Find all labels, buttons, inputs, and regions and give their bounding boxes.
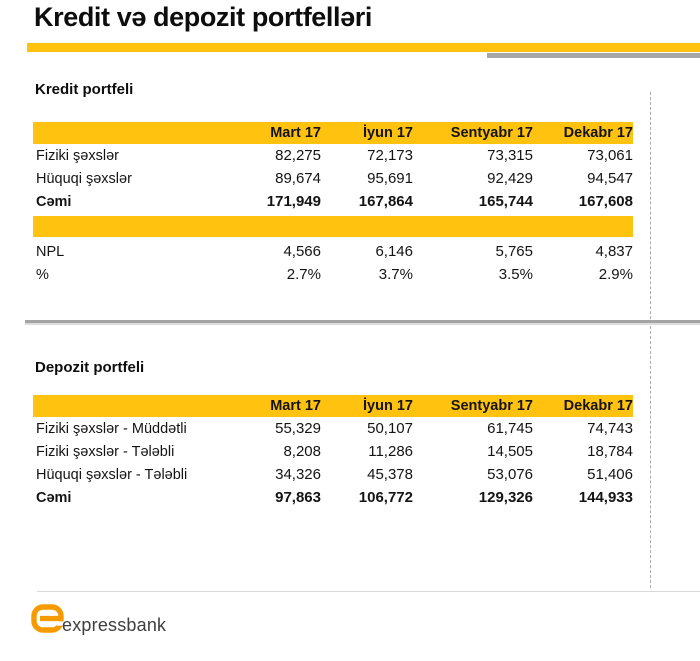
row-label: Cəmi bbox=[36, 489, 72, 506]
table-header-row: Mart 17 İyun 17 Sentyabr 17 Dekabr 17 bbox=[33, 395, 633, 417]
table-row: Fiziki şəxslər 82,275 72,173 73,315 73,061 bbox=[33, 144, 633, 167]
col-header-mart17: Mart 17 bbox=[270, 125, 321, 141]
section-divider-line bbox=[25, 320, 700, 325]
col-header-sentyabr17: Sentyabr 17 bbox=[450, 398, 533, 414]
table-header-row: Mart 17 İyun 17 Sentyabr 17 Dekabr 17 bbox=[33, 122, 633, 144]
row-label: Cəmi bbox=[36, 193, 72, 210]
cell-value: 73,061 bbox=[587, 147, 633, 164]
table-row: Fiziki şəxslər - Tələbli 8,208 11,286 14,50… bbox=[33, 440, 633, 463]
table-row: Cəmi 171,949 167,864 165,744 167,608 bbox=[33, 190, 633, 213]
top-gray-bar bbox=[487, 53, 700, 58]
col-header-iyun17: İyun 17 bbox=[363, 398, 413, 414]
cell-value: 8,208 bbox=[283, 443, 321, 460]
cell-value: 55,329 bbox=[275, 420, 321, 437]
row-label: Fiziki şəxslər - Tələbli bbox=[36, 443, 175, 460]
cell-value: 167,864 bbox=[358, 193, 413, 210]
title-underline-bar bbox=[27, 43, 700, 52]
cell-value: 106,772 bbox=[358, 489, 413, 506]
row-label: % bbox=[36, 266, 49, 283]
cell-value: 6,146 bbox=[375, 243, 413, 260]
cell-value: 95,691 bbox=[367, 170, 413, 187]
cell-value: 167,608 bbox=[578, 193, 633, 210]
cell-value: 82,275 bbox=[275, 147, 321, 164]
row-label: NPL bbox=[36, 243, 65, 260]
credit-section-title: Kredit portfeli bbox=[35, 81, 134, 98]
credit-table-body: Fiziki şəxslər 82,275 72,173 73,315 73,061 Hü… bbox=[33, 144, 633, 213]
cell-value: 2.7% bbox=[286, 266, 321, 283]
cell-value: 53,076 bbox=[487, 466, 533, 483]
cell-value: 74,743 bbox=[587, 420, 633, 437]
row-label: Fiziki şəxslər - Müddətli bbox=[36, 420, 187, 437]
deposit-section-title: Depozit portfeli bbox=[35, 359, 145, 376]
cell-value: 89,674 bbox=[275, 170, 321, 187]
cell-value: 171,949 bbox=[266, 193, 321, 210]
row-label: Hüquqi şəxslər - Tələbli bbox=[36, 466, 188, 483]
col-header-mart17: Mart 17 bbox=[270, 398, 321, 414]
col-header-iyun17: İyun 17 bbox=[363, 125, 413, 141]
cell-value: 3.5% bbox=[498, 266, 533, 283]
table-row: Fiziki şəxslər - Müddətli 55,329 50,107 61,… bbox=[33, 417, 633, 440]
cell-value: 5,765 bbox=[495, 243, 533, 260]
table-row: NPL 4,566 6,146 5,765 4,837 bbox=[33, 240, 633, 263]
footer-divider-line bbox=[37, 591, 700, 592]
cell-value: 165,744 bbox=[478, 193, 533, 210]
cell-value: 144,933 bbox=[578, 489, 633, 506]
cell-value: 2.9% bbox=[598, 266, 633, 283]
credit-table: Mart 17 İyun 17 Sentyabr 17 Dekabr 17 Fi… bbox=[33, 122, 633, 286]
deposit-table-body: Fiziki şəxslər - Müddətli 55,329 50,107 61,… bbox=[33, 417, 633, 509]
cell-value: 45,378 bbox=[367, 466, 413, 483]
cell-value: 73,315 bbox=[487, 147, 533, 164]
table-row: Cəmi 97,863 106,772 129,326 144,933 bbox=[33, 486, 633, 509]
npl-table-body: NPL 4,566 6,146 5,765 4,837% 2.7% 3.7% 3.5% 2.9% bbox=[33, 240, 633, 286]
cell-value: 4,566 bbox=[283, 243, 321, 260]
dashed-vertical-guide bbox=[650, 92, 651, 588]
table-row: Hüquqi şəxslər 89,674 95,691 92,429 94,547 bbox=[33, 167, 633, 190]
logo-wordmark: expressbank bbox=[62, 615, 167, 635]
expressbank-e-icon bbox=[31, 604, 64, 633]
table-row: % 2.7% 3.7% 3.5% 2.9% bbox=[33, 263, 633, 286]
expressbank-logo: expressbank bbox=[31, 604, 167, 635]
col-header-sentyabr17: Sentyabr 17 bbox=[450, 125, 533, 141]
cell-value: 51,406 bbox=[587, 466, 633, 483]
cell-value: 4,837 bbox=[595, 243, 633, 260]
cell-value: 72,173 bbox=[367, 147, 413, 164]
cell-value: 61,745 bbox=[487, 420, 533, 437]
cell-value: 92,429 bbox=[487, 170, 533, 187]
table-row: Hüquqi şəxslər - Tələbli 34,326 45,378 53,0… bbox=[33, 463, 633, 486]
row-label: Hüquqi şəxslər bbox=[36, 170, 132, 187]
cell-value: 3.7% bbox=[378, 266, 413, 283]
cell-value: 50,107 bbox=[367, 420, 413, 437]
col-header-dekabr17: Dekabr 17 bbox=[563, 398, 633, 414]
cell-value: 11,286 bbox=[368, 443, 413, 460]
cell-value: 94,547 bbox=[587, 170, 633, 187]
page-title: Kredit və depozit portfelləri bbox=[34, 2, 372, 32]
cell-value: 14,505 bbox=[487, 443, 533, 460]
row-label: Fiziki şəxslər bbox=[36, 147, 119, 164]
cell-value: 18,784 bbox=[587, 443, 633, 460]
yellow-separator-bar bbox=[33, 216, 633, 237]
cell-value: 34,326 bbox=[275, 466, 321, 483]
deposit-table: Mart 17 İyun 17 Sentyabr 17 Dekabr 17 Fi… bbox=[33, 395, 633, 509]
col-header-dekabr17: Dekabr 17 bbox=[563, 125, 633, 141]
cell-value: 129,326 bbox=[478, 489, 533, 506]
cell-value: 97,863 bbox=[275, 489, 321, 506]
